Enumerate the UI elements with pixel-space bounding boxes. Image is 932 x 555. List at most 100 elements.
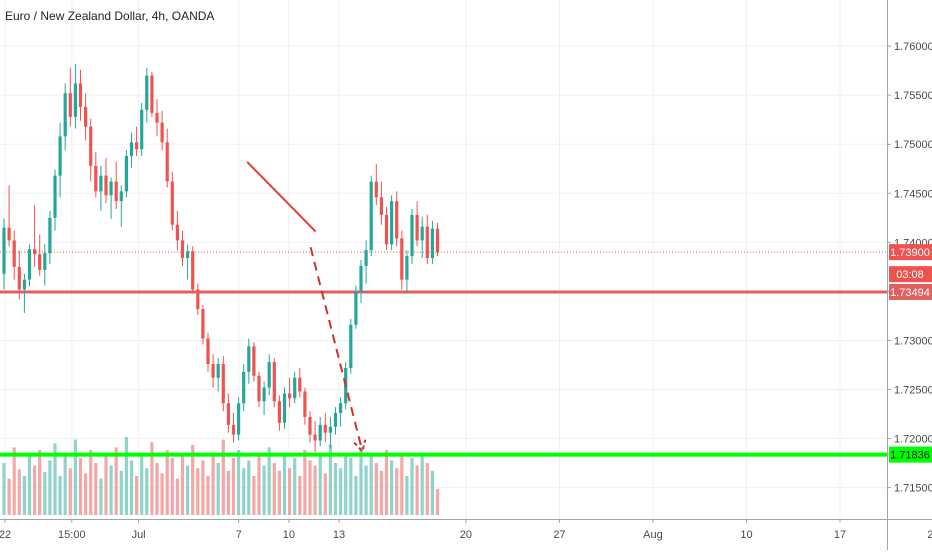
volume-bar [89,450,93,515]
x-tick-label: 10 [283,529,295,541]
candle-body [84,106,88,127]
candle-body [395,201,399,239]
volume-bar [196,468,200,515]
volume-bar [33,465,37,515]
volume-bar [38,450,42,515]
volume-bar [216,463,220,515]
volume-bar [288,468,292,515]
y-tick-label: 1.76000 [894,41,932,53]
volume-bar [247,460,251,515]
candle-body [425,226,429,259]
candle-body [99,175,103,192]
volume-bar [415,465,419,515]
volume-bar [43,472,47,515]
volume-bar [140,452,144,515]
volume-bar [272,463,276,515]
volume-bar [175,478,179,515]
chart-title: Euro / New Zealand Dollar, 4h, OANDA [5,9,214,23]
trendline[interactable] [246,161,317,233]
volume-bar [390,460,394,515]
volume-bar [323,473,327,515]
volume-bar [333,463,338,515]
volume-bar [395,468,399,515]
candle-body [272,362,276,402]
volume-bar [379,470,383,515]
candle-body [12,240,16,267]
volume-bar [257,455,261,515]
volume-bar [252,476,256,515]
volume-bar [63,452,67,515]
x-tick-label: 13 [333,529,345,541]
candle-body [68,93,72,117]
volume-bar [53,443,57,515]
candle-body [27,249,32,280]
volume-bar [328,444,332,515]
x-tick-label: 7 [236,529,242,541]
candle-body [313,434,317,441]
volume-bar [17,469,21,515]
candle-body [145,75,149,110]
volume-bar [129,460,134,515]
volume-bar [277,470,281,515]
drawings [246,161,367,454]
last-price-tag: 1.73900 [890,247,930,259]
candle-body [384,214,389,245]
candle-body [165,142,169,182]
candle-body [180,240,185,259]
candle-body [135,142,139,150]
candle-body [109,181,113,196]
candle-body [237,403,241,435]
candle-body [252,346,256,376]
x-tick-label: 22 [0,529,11,541]
candle-body [364,250,368,266]
volume-bar [410,457,414,515]
volume-bar [405,476,409,515]
candle-body [349,324,353,368]
volume-bar [145,468,149,515]
volume-bar [344,452,348,515]
x-tick-label: 27 [553,529,565,541]
volume-bar [359,447,363,515]
countdown-tag-bg [889,266,932,283]
x-tick-label: 10 [740,529,752,541]
time-axis[interactable]: 22 15:00 Jul 7 10 13 20 27 Aug 10 17 24 [0,519,932,541]
volume-bar [435,489,440,515]
candle-body [435,228,440,253]
countdown-tag: 03:08 [896,269,924,281]
candle-body [175,224,179,241]
volume-bar [165,450,169,515]
candle-body [48,217,52,254]
volume-bar [201,460,205,515]
volume-bars [2,437,440,515]
volume-bar [354,476,358,515]
candle-body [38,254,42,270]
candle-body [308,416,312,435]
volume-bar [384,450,389,515]
candle-body [247,346,251,372]
candle-body [333,413,338,427]
candle-body [17,266,21,290]
volume-bar [211,452,215,515]
resistance-price-tag-bg [889,283,932,300]
candle-body [226,403,230,425]
candle-body [293,377,297,399]
volume-bar [7,478,11,515]
volume-bar [109,465,113,515]
volume-bar [78,457,83,515]
candle-body [58,136,62,176]
volume-bar [267,447,271,515]
candle-body [369,181,373,251]
candle-body [119,191,123,202]
candle-body [155,112,159,123]
volume-bar [58,476,62,515]
projection-arrow[interactable] [309,247,364,452]
volume-bar [374,463,378,515]
candle-body [303,391,307,417]
x-tick-label: Jul [132,529,146,541]
candle-body [206,338,210,364]
volume-bar [84,473,88,515]
candle-body [242,371,246,404]
candle-body [374,181,378,198]
candle-body [277,401,281,423]
x-tick-label: Aug [643,529,663,541]
